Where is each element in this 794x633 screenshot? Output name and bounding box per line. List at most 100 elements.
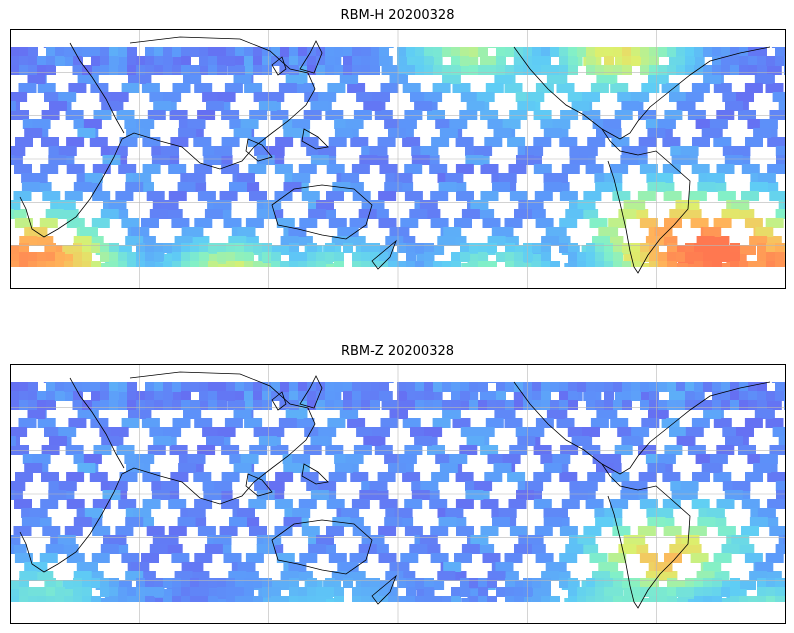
- track-cell: [634, 391, 653, 401]
- track-cell: [767, 137, 786, 147]
- track-cell: [484, 472, 503, 482]
- band-cell: [127, 382, 137, 392]
- band-cell: [766, 596, 776, 602]
- track-cell: [690, 218, 709, 228]
- track-cell: [41, 445, 60, 455]
- track-cell: [465, 146, 483, 156]
- track-cell: [592, 236, 610, 246]
- track-cell: [480, 191, 499, 201]
- band-cell: [424, 400, 434, 410]
- track-cell: [732, 146, 751, 156]
- track-cell: [621, 436, 640, 446]
- track-cell: [508, 164, 527, 174]
- band-cell: [703, 243, 713, 253]
- track-cell: [233, 463, 252, 473]
- track-cell: [560, 110, 579, 120]
- band-cell: [253, 261, 263, 267]
- band-cell: [208, 47, 218, 57]
- band-cell: [352, 47, 362, 57]
- band-cell: [235, 587, 245, 597]
- track-cell: [641, 83, 660, 93]
- track-cell: [753, 463, 772, 473]
- track-cell: [713, 472, 732, 482]
- band-cell: [496, 400, 506, 410]
- band-cell: [343, 56, 353, 66]
- coastline: [271, 519, 373, 575]
- band-cell: [613, 587, 623, 597]
- track-cell: [316, 200, 334, 210]
- track-cell: [121, 83, 140, 93]
- track-cell: [639, 218, 658, 228]
- track-cell: [276, 218, 295, 228]
- band-cell: [424, 578, 434, 588]
- band-cell: [460, 382, 470, 392]
- track-cell: [224, 418, 243, 428]
- track-cell: [605, 571, 624, 581]
- track-cell: [136, 119, 155, 129]
- band-cell: [568, 391, 578, 401]
- track-cell: [169, 110, 188, 120]
- band-cell: [748, 400, 758, 410]
- band-cell: [10, 382, 20, 392]
- track-cell: [400, 218, 419, 228]
- track-cell: [617, 92, 636, 102]
- band-cell: [559, 382, 569, 392]
- track-cell: [716, 499, 735, 509]
- track-cell: [424, 92, 443, 102]
- band-cell: [766, 252, 776, 262]
- band-cell: [721, 252, 731, 262]
- band-cell: [145, 578, 155, 588]
- track-cell: [775, 481, 786, 491]
- track-cell: [300, 472, 319, 482]
- band-cell: [109, 243, 119, 253]
- band-cell: [406, 587, 416, 597]
- band-cell: [271, 596, 281, 602]
- band-cell: [415, 261, 425, 267]
- band-cell: [451, 47, 461, 57]
- band-cell: [55, 261, 65, 267]
- track-cell: [684, 598, 702, 602]
- track-cell: [717, 191, 736, 201]
- track-cell: [691, 83, 710, 93]
- band-cell: [217, 391, 227, 401]
- track-cell: [292, 119, 311, 129]
- bottom-map-panel: [10, 364, 786, 624]
- band-cell: [361, 578, 371, 588]
- track-cell: [767, 472, 786, 482]
- band-cell: [424, 65, 434, 75]
- band-cell: [514, 261, 524, 267]
- track-cell: [80, 227, 98, 237]
- track-cell: [370, 209, 389, 219]
- coastline: [301, 463, 329, 485]
- track-cell: [525, 146, 544, 156]
- track-cell: [160, 535, 179, 545]
- band-cell: [667, 252, 677, 262]
- band-cell: [109, 47, 119, 57]
- track-cell: [308, 209, 327, 219]
- band-cell: [433, 400, 443, 410]
- track-cell: [721, 209, 740, 219]
- band-cell: [181, 47, 191, 57]
- track-cell: [128, 409, 146, 419]
- coastline: [271, 391, 287, 411]
- band-cell: [73, 47, 83, 57]
- band-cell: [73, 587, 83, 597]
- track-cell: [68, 83, 87, 93]
- track-cell: [10, 92, 28, 102]
- track-cell: [395, 517, 414, 527]
- track-cell: [113, 580, 132, 590]
- track-cell: [466, 436, 485, 446]
- band-cell: [55, 56, 65, 66]
- band-cell: [334, 47, 344, 57]
- track-cell: [276, 553, 295, 563]
- track-cell: [322, 263, 341, 267]
- band-cell: [739, 391, 749, 401]
- band-cell: [46, 596, 56, 602]
- band-cell: [298, 252, 308, 262]
- band-cell: [388, 252, 398, 262]
- track-cell: [561, 164, 580, 174]
- band-cell: [307, 391, 317, 401]
- track-cell: [494, 409, 513, 419]
- band-cell: [46, 400, 56, 410]
- track-cell: [738, 245, 756, 255]
